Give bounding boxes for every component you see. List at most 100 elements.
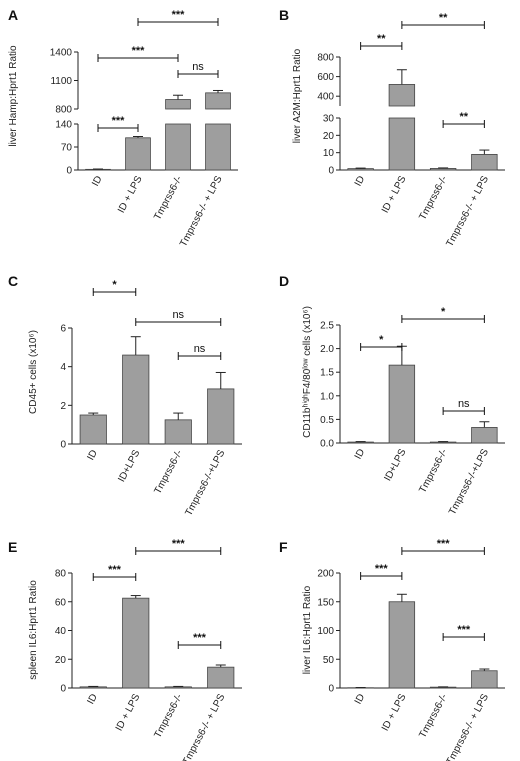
panel-D-y-tick-label: 1.0 — [320, 391, 334, 402]
panel-E-significance-label: *** — [172, 538, 186, 550]
panel-D-category-label: Tmprss6-/- — [417, 447, 449, 495]
panel-E: E 0 20 40 60 80 *** *** *** spleen IL6:Hprt1 Rati… — [8, 538, 242, 761]
panel-B-y-tick-label: 30 — [323, 114, 335, 125]
panel-B-y-tick-label: 10 — [323, 148, 335, 159]
panel-D-significance-label: * — [441, 306, 446, 318]
panel-E-category-label: ID + LPS — [114, 692, 143, 733]
panel-A-bar — [165, 99, 191, 110]
panel-C-category-label: ID — [85, 448, 99, 462]
panel-D-y-tick-label: 1.5 — [320, 368, 334, 379]
panel-E-bar — [122, 597, 150, 689]
panel-E-bar — [164, 686, 192, 689]
panel-F-category-label: Tmprss6-/- + LPS — [444, 692, 491, 761]
panel-F-significance-label: *** — [375, 563, 389, 575]
panel-C-bar — [79, 414, 107, 445]
panel-E-y-tick-label: 60 — [55, 597, 67, 608]
panel-B-bar — [429, 168, 457, 171]
panel-D-y-axis-label: CD11bʰⁱᵍʰF4/80ˡᵒʷ cells (x10⁶) — [302, 306, 313, 438]
panel-A-y-axis-label: liver Hamp:Hprt1 Ratio — [8, 45, 19, 147]
panel-D-bar — [429, 441, 457, 444]
panel-F-y-tick-label: 150 — [317, 597, 334, 608]
panel-B-bar — [471, 153, 498, 171]
panel-C-category-label: Tmprss6-/-+LPS — [183, 448, 227, 518]
panel-A-category-label: ID — [90, 174, 104, 188]
panel-F-category-label: ID + LPS — [380, 692, 409, 733]
panel-E-significance-label: *** — [108, 564, 122, 576]
panel-C: C 0 2 4 6 ns ns * CD45+ cells (x10⁶) ID ID+LPS Tmpr… — [8, 273, 242, 518]
panel-F-y-tick-label: 0 — [328, 684, 334, 695]
panel-B-category-label: ID + LPS — [380, 174, 409, 215]
panel-E-y-tick-label: 20 — [55, 655, 67, 666]
panel-E-y-axis-label: spleen IL6:Hprt1 Ratio — [28, 580, 39, 680]
panel-F-y-tick-label: 50 — [323, 655, 335, 666]
panel-E-y-tick-label: 0 — [60, 684, 66, 695]
panel-D-category-label: ID+LPS — [382, 447, 408, 483]
panel-E-y-tick-label: 40 — [55, 626, 67, 637]
panel-E-letter: E — [8, 539, 17, 555]
panel-D-significance-label: * — [379, 334, 384, 346]
panel-C-bar — [122, 354, 150, 445]
panel-C-category-label: ID+LPS — [116, 448, 142, 484]
panel-B-category-label: Tmprss6-/- — [417, 174, 449, 222]
panel-A-y-tick-label: 140 — [55, 120, 72, 131]
panel-B-y-tick-label: 600 — [317, 72, 334, 83]
panel-B-significance-label: ** — [377, 33, 386, 45]
panel-B-y-tick-label: 20 — [323, 131, 335, 142]
panel-F-y-tick-label: 100 — [317, 626, 334, 637]
panel-B-y-tick-label: 400 — [317, 92, 334, 103]
panel-E-category-label: ID — [85, 692, 99, 706]
panel-C-y-axis-label: CD45+ cells (x10⁶) — [28, 330, 39, 414]
panel-E-category-label: Tmprss6-/- + LPS — [181, 692, 228, 761]
panel-A-category-label: ID + LPS — [116, 174, 145, 215]
panel-F-bar — [471, 670, 498, 689]
panel-F: F 0 50 100 150 200 *** *** *** liver IL6:Hprt1 Ra… — [279, 538, 505, 761]
panel-D-category-label: Tmprss6-/-+LPS — [447, 447, 491, 517]
panel-B-bar — [347, 168, 374, 171]
panel-A-significance-label: ns — [192, 61, 204, 73]
panel-D: D 0.0 0.5 1.0 1.5 2.0 2.5 ns * * CD11bʰⁱᵍʰF4/80ˡᵒʷ… — [279, 273, 505, 517]
panel-C-bar — [164, 419, 192, 445]
panel-A-bar — [205, 92, 231, 110]
panel-A-letter: A — [8, 7, 18, 23]
panel-B-bar — [388, 84, 416, 107]
panel-A-significance-label: *** — [112, 115, 126, 127]
panel-F-category-label: ID — [353, 692, 367, 706]
panel-D-bar — [347, 441, 374, 444]
panel-B-category-label: Tmprss6-/- + LPS — [444, 174, 491, 249]
panel-D-significance-label: ns — [458, 398, 470, 410]
panel-C-significance-label: ns — [172, 309, 184, 321]
panel-F-y-axis-label: liver IL6:Hprt1 Ratio — [302, 585, 313, 674]
panel-E-bar — [79, 686, 107, 689]
panel-F-letter: F — [279, 539, 288, 555]
panel-B-y-tick-label: 800 — [317, 53, 334, 64]
panel-F-bar — [388, 601, 416, 689]
panel-B-bar — [388, 117, 416, 171]
panel-F-significance-label: *** — [457, 624, 471, 636]
panel-D-y-tick-label: 2.0 — [320, 344, 334, 355]
panel-D-category-label: ID — [353, 447, 367, 461]
panel-C-significance-label: * — [112, 279, 117, 291]
panel-F-y-tick-label: 200 — [317, 569, 334, 580]
panel-D-y-tick-label: 2.5 — [320, 321, 334, 332]
panel-F-significance-label: *** — [437, 538, 451, 550]
panel-E-bar — [207, 666, 235, 689]
panel-A-y-tick-label: 1100 — [50, 76, 72, 87]
panel-B-significance-label: ** — [459, 111, 468, 123]
panel-B-y-tick-label: 0 — [328, 166, 334, 177]
panel-E-y-tick-label: 80 — [55, 569, 67, 580]
panel-A: A 0 70 140 800 1100 1400 *** ns *** *** liver Hamp:… — [8, 7, 238, 249]
panel-D-y-tick-label: 0.0 — [320, 439, 334, 450]
panel-C-significance-label: ns — [194, 343, 206, 355]
panel-F-category-label: Tmprss6-/- — [417, 692, 449, 740]
panel-A-bar — [205, 123, 231, 171]
panel-B-significance-label: ** — [439, 12, 448, 24]
panel-A-category-label: Tmprss6-/- — [152, 174, 184, 222]
panel-C-bar — [207, 388, 235, 445]
panel-D-y-tick-label: 0.5 — [320, 415, 334, 426]
panel-A-category-label: Tmprss6-/- + LPS — [178, 174, 225, 249]
panel-C-y-tick-label: 0 — [60, 440, 66, 451]
panel-A-bar — [165, 123, 191, 171]
panel-A-significance-label: *** — [132, 45, 146, 57]
panel-C-y-tick-label: 6 — [60, 324, 66, 335]
